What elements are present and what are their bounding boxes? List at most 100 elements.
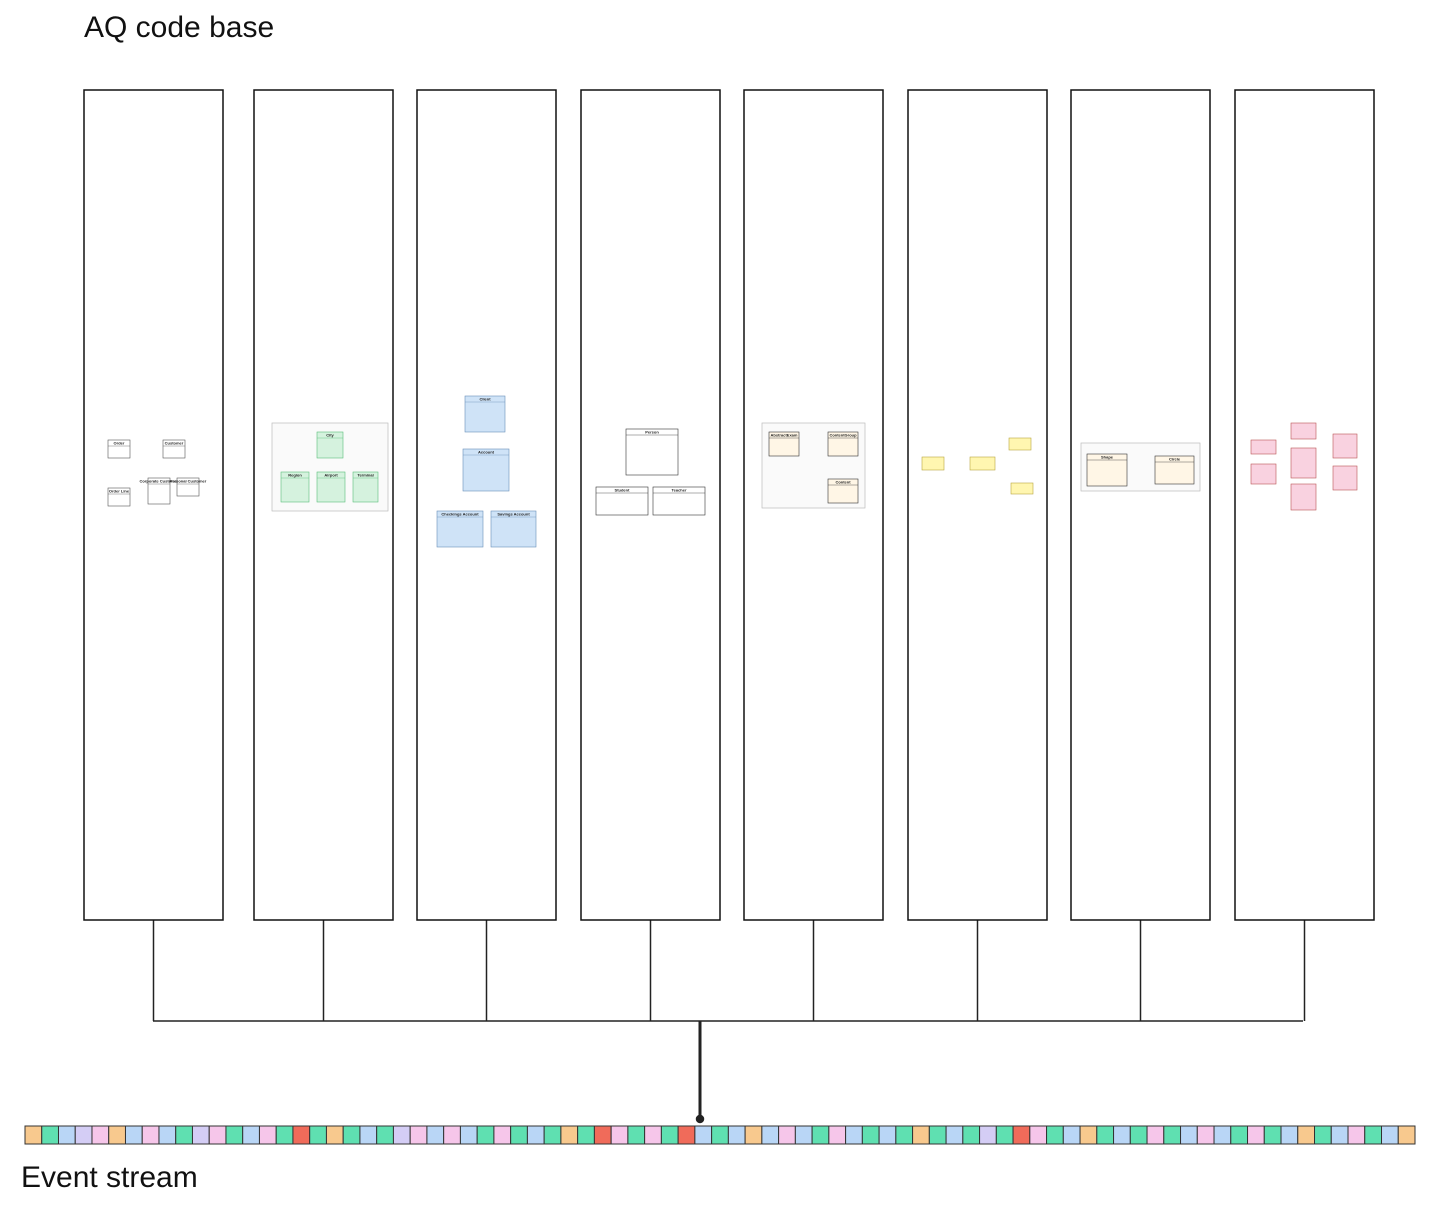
class-box (652, 486, 706, 516)
event-cell (108, 1125, 126, 1145)
event-cell (1096, 1125, 1115, 1145)
class-box (1010, 482, 1034, 495)
class-box (107, 487, 131, 507)
event-cell (761, 1125, 780, 1145)
class-name: Corporate Customer (140, 479, 179, 484)
event-cell (208, 1125, 227, 1145)
class-box (107, 439, 131, 459)
event-cell (1314, 1125, 1332, 1145)
event-cell (275, 1125, 294, 1145)
event-cell (124, 1125, 143, 1145)
event-cell (526, 1125, 545, 1145)
class-box (280, 471, 310, 503)
event-cell (409, 1125, 428, 1145)
class-box (1250, 463, 1277, 485)
class-box (827, 431, 859, 457)
event-cell (1280, 1125, 1299, 1145)
title: AQ code base (84, 11, 274, 44)
class-name: Shape (1101, 455, 1114, 460)
event-cell (1347, 1125, 1366, 1145)
event-cell (1364, 1125, 1383, 1145)
class-box (969, 456, 996, 471)
event-cell (1196, 1125, 1215, 1145)
event-cell (593, 1125, 612, 1145)
event-cell (242, 1125, 260, 1145)
class-box (595, 486, 649, 516)
class-name: Airport (324, 473, 338, 478)
class-name: Order Line (109, 489, 130, 494)
class-box (1290, 483, 1317, 511)
class-name: Student (615, 488, 631, 493)
event-cell (778, 1125, 796, 1145)
event-cell (543, 1125, 562, 1145)
class-box (462, 448, 510, 492)
event-cell (794, 1125, 813, 1145)
class-box (1250, 439, 1277, 455)
event-cell (1330, 1125, 1349, 1145)
event-cell (141, 1125, 160, 1145)
connectors (152, 920, 1306, 1124)
event-cell (1129, 1125, 1148, 1145)
class-name: Person (645, 430, 659, 435)
event-cell (1079, 1125, 1098, 1145)
panel (907, 89, 1048, 921)
class-box (162, 439, 186, 459)
class-name: Checkings Account (441, 512, 479, 517)
event-cell (845, 1125, 863, 1145)
class-name: Content (835, 480, 851, 485)
class-name: AbstractExam (771, 433, 798, 438)
event-cell (309, 1125, 327, 1145)
event-cell (158, 1125, 177, 1145)
event-cell (811, 1125, 830, 1145)
panel (1070, 89, 1211, 921)
event-cell (928, 1125, 947, 1145)
event-cell (258, 1125, 277, 1145)
class-box (176, 477, 200, 497)
class-box (768, 431, 800, 457)
event-cell (392, 1125, 411, 1145)
event-cell (627, 1125, 646, 1145)
event-cell (1180, 1125, 1198, 1145)
class-name: Account (478, 450, 495, 455)
event-cell (644, 1125, 662, 1145)
class-name: Terminal (357, 473, 373, 478)
junction (695, 1114, 705, 1124)
event-cell (1062, 1125, 1081, 1145)
class-box (147, 477, 171, 505)
class-box (316, 471, 346, 503)
event-cell (1046, 1125, 1064, 1145)
class-name: Savings Account (497, 512, 530, 517)
event-cell (828, 1125, 847, 1145)
event-cell (24, 1125, 43, 1145)
event-cell (1381, 1125, 1399, 1145)
panel (83, 89, 224, 921)
event-cell (359, 1125, 378, 1145)
event-cell (995, 1125, 1014, 1145)
event-cell (292, 1125, 311, 1145)
event-cell (945, 1125, 964, 1145)
class-name: Client (479, 397, 491, 402)
event-cell (376, 1125, 394, 1145)
event-cell (191, 1125, 210, 1145)
event-cell (1263, 1125, 1282, 1145)
event-cell (1113, 1125, 1131, 1145)
class-name: Personal Customer (170, 479, 207, 484)
event-cell (660, 1125, 679, 1145)
class-box (827, 478, 859, 504)
event-cell (1163, 1125, 1182, 1145)
class-box (1290, 422, 1317, 440)
event-cell (1012, 1125, 1031, 1145)
event-cell (1397, 1125, 1416, 1145)
class-name: Region (288, 473, 302, 478)
class-name: Order (114, 441, 125, 446)
event-cell (727, 1125, 746, 1145)
event-cell (1230, 1125, 1249, 1145)
class-name: Circle (1169, 457, 1181, 462)
class-box (1086, 453, 1128, 487)
event-cell (694, 1125, 713, 1145)
event-cell (577, 1125, 595, 1145)
event-cell (41, 1125, 59, 1145)
class-box (1332, 465, 1358, 491)
class-box (921, 456, 945, 471)
